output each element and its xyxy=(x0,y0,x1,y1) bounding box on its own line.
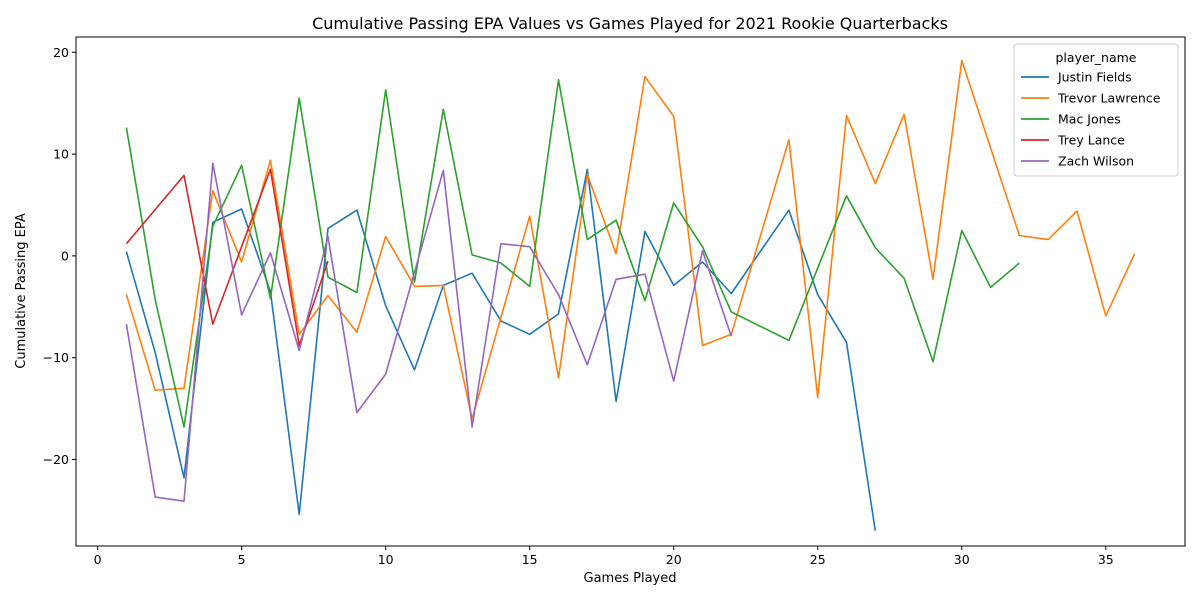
legend-label-mac-jones: Mac Jones xyxy=(1058,112,1121,127)
x-axis-label: Games Played xyxy=(584,571,677,586)
series-line-mac-jones xyxy=(125,79,1020,428)
y-tick-label: 20 xyxy=(53,45,69,60)
axes-ticks: 0 5 10 15 20 25 30 35 −20 −10 0 10 20 xyxy=(43,45,1114,567)
y-tick-label: 10 xyxy=(53,147,69,162)
plot-frame xyxy=(75,36,1186,547)
series-lines xyxy=(125,59,1136,531)
legend-label-trevor-lawrence: Trevor Lawrence xyxy=(1057,91,1161,106)
chart-title: Cumulative Passing EPA Values vs Games P… xyxy=(312,14,948,33)
legend: player_name Justin Fields Trevor Lawrence… xyxy=(1013,43,1179,177)
y-tick-label: −10 xyxy=(43,350,69,365)
x-tick-label: 25 xyxy=(810,552,826,567)
series-line-zach-wilson xyxy=(125,162,733,503)
legend-entries: Justin Fields Trevor Lawrence Mac Jones Tre… xyxy=(1021,70,1161,169)
x-tick-label: 20 xyxy=(666,552,682,567)
legend-title: player_name xyxy=(1056,50,1137,65)
legend-frame xyxy=(1013,43,1179,177)
legend-label-justin-fields: Justin Fields xyxy=(1057,70,1132,85)
x-tick-label: 15 xyxy=(522,552,538,567)
x-tick-label: 30 xyxy=(954,552,970,567)
y-tick-label: −20 xyxy=(43,452,69,467)
x-tick-label: 0 xyxy=(94,552,102,567)
series-line-trevor-lawrence xyxy=(125,59,1136,420)
x-tick-label: 5 xyxy=(238,552,246,567)
y-axis-label: Cumulative Passing EPA xyxy=(14,213,29,369)
x-tick-label: 35 xyxy=(1098,552,1114,567)
legend-label-trey-lance: Trey Lance xyxy=(1057,133,1125,148)
series-line-justin-fields xyxy=(125,168,877,531)
x-tick-label: 10 xyxy=(378,552,394,567)
y-tick-label: 0 xyxy=(61,248,69,263)
legend-label-zach-wilson: Zach Wilson xyxy=(1058,154,1134,169)
